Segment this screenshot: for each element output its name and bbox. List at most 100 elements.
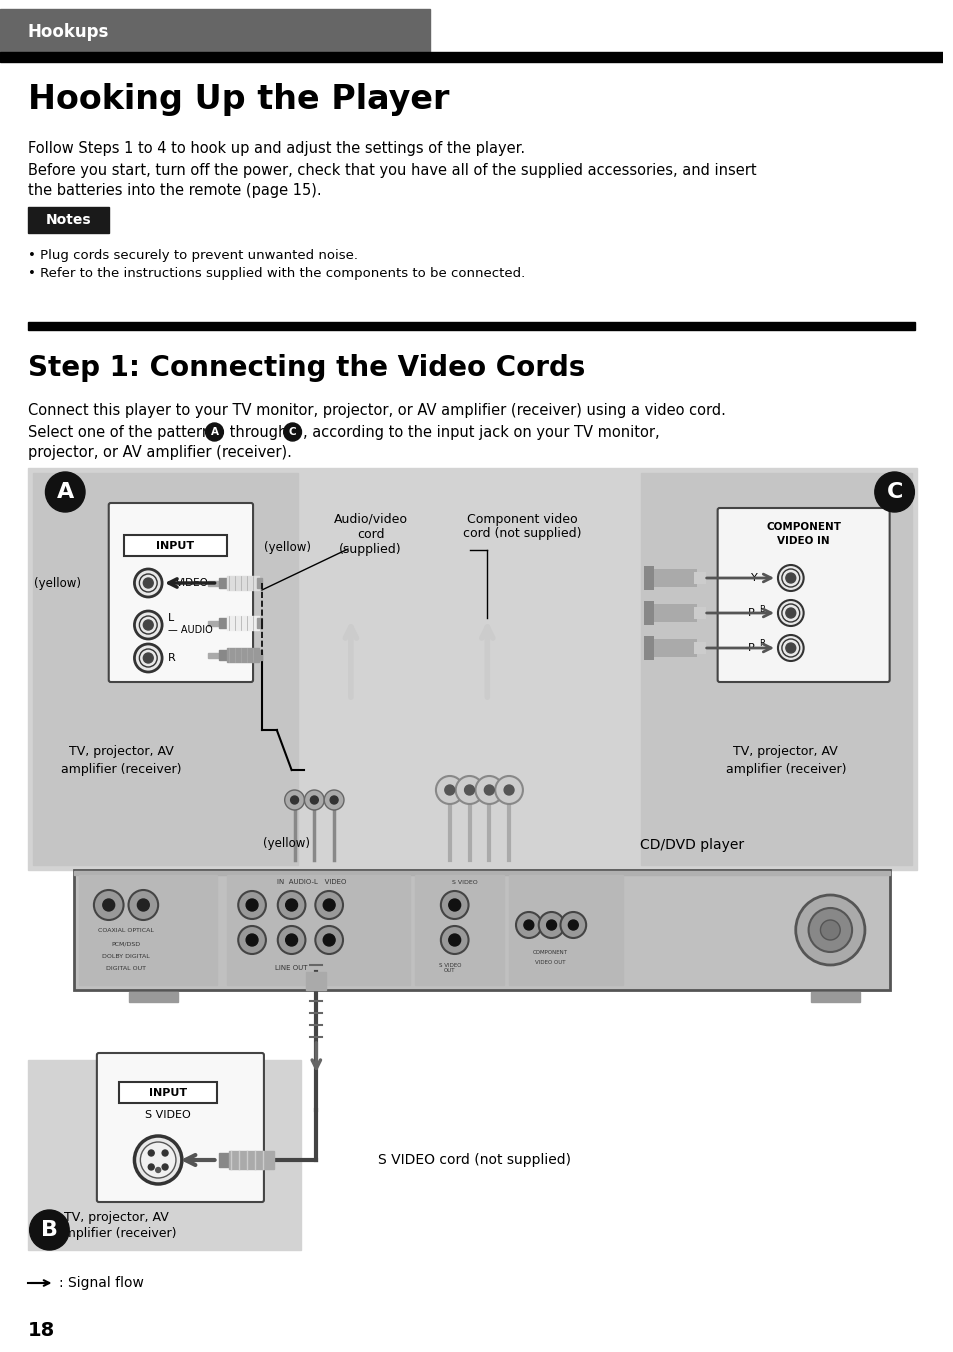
Circle shape [538,913,564,938]
Circle shape [277,926,305,955]
Bar [28,207,109,233]
Circle shape [155,1168,160,1172]
Text: P: P [747,644,754,653]
Text: A: A [211,427,218,437]
Circle shape [560,913,585,938]
Circle shape [137,899,149,911]
Text: CD/DVD player: CD/DVD player [639,838,743,852]
Text: S VIDEO: S VIDEO [145,1110,191,1119]
Text: Component video: Component video [466,512,577,526]
FancyBboxPatch shape [717,508,889,681]
Circle shape [206,423,223,441]
Circle shape [448,899,460,911]
Circle shape [795,895,864,965]
Bar [306,972,326,990]
Circle shape [140,1142,175,1178]
Bar [28,322,914,330]
Circle shape [30,1210,70,1251]
Circle shape [162,1151,168,1156]
Circle shape [315,926,343,955]
Text: S VIDEO
OUT: S VIDEO OUT [438,963,460,973]
Circle shape [323,934,335,946]
Bar [118,1082,217,1103]
FancyBboxPatch shape [97,1053,264,1202]
Circle shape [456,776,483,804]
Bar [208,653,219,657]
Circle shape [134,569,162,598]
Bar [415,875,503,986]
Text: Follow Steps 1 to 4 to hook up and adjust the settings of the player.: Follow Steps 1 to 4 to hook up and adjus… [28,141,524,155]
Text: INPUT: INPUT [155,541,193,552]
Text: DIGITAL OUT: DIGITAL OUT [106,965,146,971]
Text: L: L [168,612,174,623]
Circle shape [143,579,153,588]
Bar [509,875,622,986]
Text: (yellow): (yellow) [263,837,310,850]
Circle shape [568,919,578,930]
Circle shape [777,565,802,591]
Text: through: through [225,425,292,439]
Circle shape [284,790,304,810]
Text: R: R [759,639,764,649]
Text: C: C [885,483,902,502]
Circle shape [495,776,522,804]
Circle shape [93,890,124,919]
Circle shape [246,899,257,911]
Bar [79,875,217,986]
Text: S VIDEO cord (not supplied): S VIDEO cord (not supplied) [377,1153,571,1167]
Bar [693,572,705,584]
Bar [644,602,654,625]
Text: B: B [41,1220,58,1240]
Text: (supplied): (supplied) [339,542,401,556]
Bar [652,604,696,622]
Text: • Refer to the instructions supplied with the components to be connected.: • Refer to the instructions supplied wit… [28,266,524,280]
Bar [227,648,258,662]
Circle shape [444,786,455,795]
Text: TV, projector, AV: TV, projector, AV [64,1211,169,1225]
Circle shape [546,919,556,930]
Circle shape [448,934,460,946]
Bar [810,992,859,1002]
Circle shape [440,891,468,919]
Text: amplifier (receiver): amplifier (receiver) [725,763,845,776]
Circle shape [484,786,494,795]
Text: Connect this player to your TV monitor, projector, or AV amplifier (receiver) us: Connect this player to your TV monitor, … [28,403,725,418]
Bar [74,869,889,990]
Circle shape [874,472,913,512]
Bar [652,639,696,657]
Bar [219,618,227,627]
Bar [208,621,219,626]
Circle shape [285,899,297,911]
Bar [256,618,262,627]
Text: C: C [289,427,296,437]
Circle shape [440,926,468,955]
Bar [32,473,297,865]
Bar [124,535,227,556]
Text: COMPONENT: COMPONENT [765,522,841,531]
Text: • Plug cords securely to prevent unwanted noise.: • Plug cords securely to prevent unwante… [28,250,357,262]
Text: projector, or AV amplifier (receiver).: projector, or AV amplifier (receiver). [28,445,292,460]
Bar [693,607,705,619]
Circle shape [304,790,324,810]
Bar [0,51,942,62]
Bar [256,579,262,588]
Circle shape [134,611,162,639]
Circle shape [134,1136,182,1184]
Bar [229,1151,274,1169]
Text: cord (not supplied): cord (not supplied) [462,527,580,541]
Text: Before you start, turn off the power, check that you have all of the supplied ac: Before you start, turn off the power, ch… [28,162,756,177]
Circle shape [330,796,337,804]
Text: Select one of the patterns: Select one of the patterns [28,425,223,439]
Text: VIDEO OUT: VIDEO OUT [535,960,565,965]
Circle shape [785,644,795,653]
Circle shape [143,653,153,662]
Text: amplifier (receiver): amplifier (receiver) [61,763,182,776]
Circle shape [283,423,301,441]
Circle shape [315,891,343,919]
Circle shape [134,644,162,672]
Text: TV, projector, AV: TV, projector, AV [70,745,173,758]
Text: PCM/DSD: PCM/DSD [111,941,140,946]
Text: COAXIAL OPTICAL: COAXIAL OPTICAL [97,927,153,933]
Bar [227,617,258,630]
Bar [256,650,262,660]
